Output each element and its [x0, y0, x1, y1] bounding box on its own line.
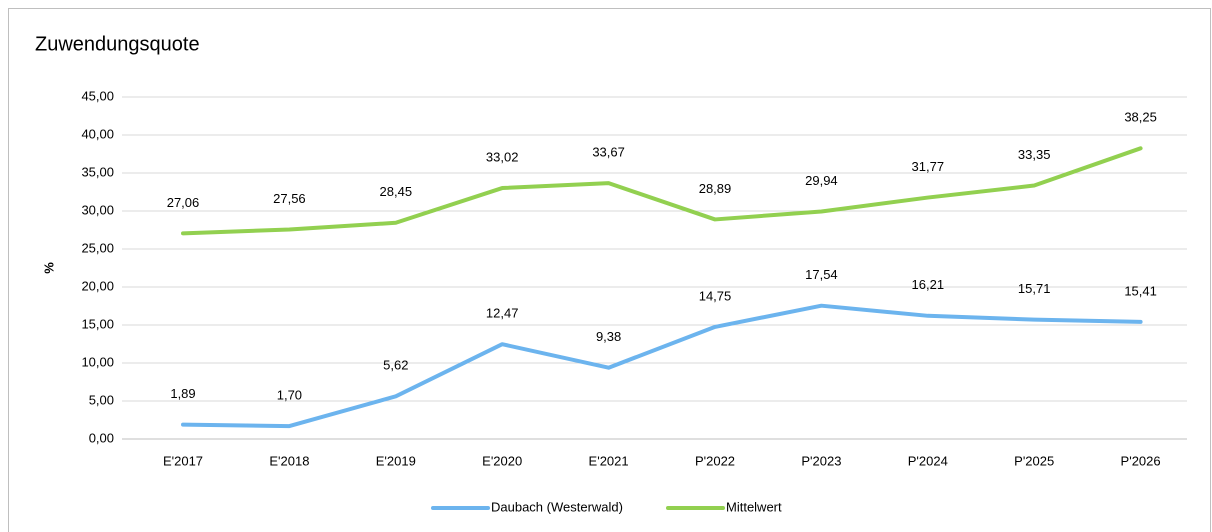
- x-tick-label: P'2022: [695, 453, 735, 468]
- y-tick-label: 30,00: [81, 202, 114, 217]
- y-tick-label: 45,00: [81, 88, 114, 103]
- x-tick-label: P'2026: [1121, 453, 1161, 468]
- x-tick-label: P'2025: [1014, 453, 1054, 468]
- x-tick-label: P'2023: [801, 453, 841, 468]
- data-label: 33,02: [486, 149, 519, 164]
- y-tick-label: 10,00: [81, 354, 114, 369]
- y-tick-label: 0,00: [89, 430, 114, 445]
- y-tick-label: 20,00: [81, 278, 114, 293]
- data-label: 9,38: [596, 329, 621, 344]
- y-axis-label: %: [41, 262, 56, 274]
- legend-label: Mittelwert: [726, 499, 782, 514]
- x-tick-label: E'2018: [269, 453, 309, 468]
- data-label: 16,21: [912, 277, 945, 292]
- x-tick-label: E'2019: [376, 453, 416, 468]
- data-label: 5,62: [383, 358, 408, 373]
- x-tick-label: P'2024: [908, 453, 948, 468]
- data-label: 31,77: [912, 159, 945, 174]
- y-tick-label: 40,00: [81, 126, 114, 141]
- data-label: 1,89: [170, 386, 195, 401]
- data-label: 27,56: [273, 191, 306, 206]
- chart-title: Zuwendungsquote: [35, 33, 200, 55]
- data-label: 33,67: [592, 145, 625, 160]
- legend-label: Daubach (Westerwald): [491, 499, 623, 514]
- data-label: 27,06: [167, 195, 200, 210]
- data-label: 29,94: [805, 173, 838, 188]
- y-tick-label: 5,00: [89, 392, 114, 407]
- data-label: 12,47: [486, 306, 519, 321]
- data-label: 1,70: [277, 388, 302, 403]
- data-label: 14,75: [699, 288, 732, 303]
- series-line: [181, 303, 1143, 429]
- data-label: 15,71: [1018, 281, 1051, 296]
- data-label: 17,54: [805, 267, 838, 282]
- data-label: 15,41: [1124, 283, 1157, 298]
- data-label: 28,45: [380, 184, 413, 199]
- chart-border: [8, 8, 1211, 532]
- series-line: [181, 146, 1143, 236]
- y-tick-label: 15,00: [81, 316, 114, 331]
- data-label: 33,35: [1018, 147, 1051, 162]
- y-tick-label: 35,00: [81, 164, 114, 179]
- y-tick-label: 25,00: [81, 240, 114, 255]
- x-tick-label: E'2021: [589, 453, 629, 468]
- data-label: 38,25: [1124, 110, 1157, 125]
- x-tick-label: E'2017: [163, 453, 203, 468]
- data-label: 28,89: [699, 181, 732, 196]
- x-tick-label: E'2020: [482, 453, 522, 468]
